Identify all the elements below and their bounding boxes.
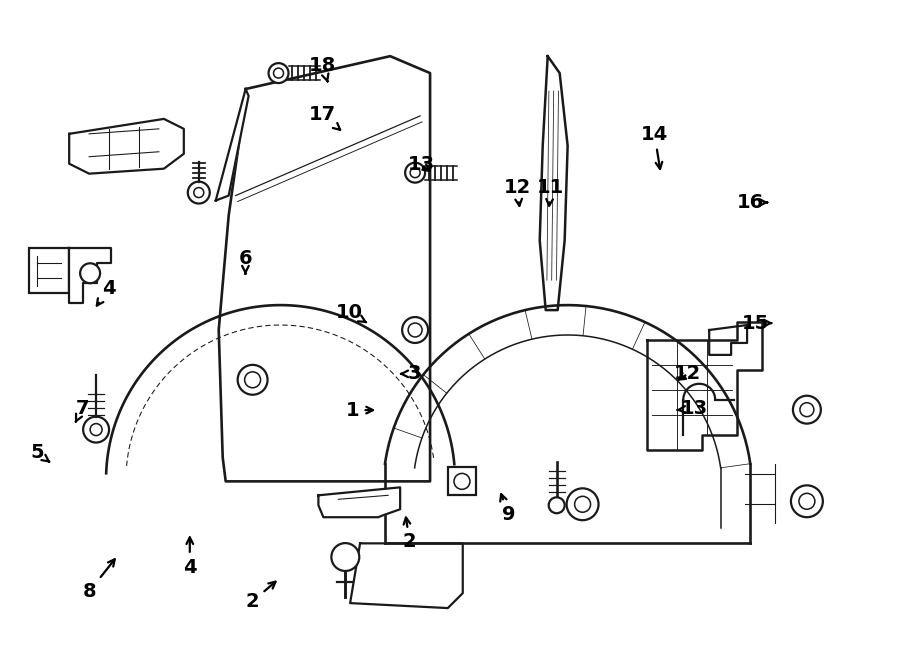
Text: 12: 12 bbox=[504, 178, 531, 206]
Polygon shape bbox=[219, 56, 430, 481]
Circle shape bbox=[799, 493, 815, 509]
Text: 2: 2 bbox=[403, 518, 417, 551]
Circle shape bbox=[83, 416, 109, 442]
Text: 15: 15 bbox=[742, 314, 771, 332]
Circle shape bbox=[454, 473, 470, 489]
Circle shape bbox=[549, 497, 564, 513]
Circle shape bbox=[567, 489, 598, 520]
Text: 8: 8 bbox=[83, 559, 115, 601]
Polygon shape bbox=[540, 56, 568, 310]
Text: 4: 4 bbox=[183, 538, 196, 577]
Circle shape bbox=[268, 63, 289, 83]
Circle shape bbox=[408, 323, 422, 337]
Text: 7: 7 bbox=[76, 399, 89, 422]
Polygon shape bbox=[69, 248, 111, 303]
Circle shape bbox=[331, 543, 359, 571]
Bar bbox=[30, 248, 69, 293]
Text: 9: 9 bbox=[500, 494, 515, 524]
Circle shape bbox=[793, 396, 821, 424]
Circle shape bbox=[194, 187, 203, 197]
Circle shape bbox=[800, 402, 814, 416]
Text: 6: 6 bbox=[238, 249, 252, 274]
Circle shape bbox=[402, 317, 428, 343]
Circle shape bbox=[188, 181, 210, 203]
Text: 16: 16 bbox=[737, 193, 767, 212]
Text: 12: 12 bbox=[674, 364, 701, 383]
Polygon shape bbox=[216, 89, 248, 201]
Polygon shape bbox=[350, 544, 463, 608]
Text: 2: 2 bbox=[246, 582, 275, 611]
Circle shape bbox=[80, 263, 100, 283]
Text: 10: 10 bbox=[336, 303, 366, 322]
Circle shape bbox=[90, 424, 102, 436]
Text: 11: 11 bbox=[537, 178, 564, 206]
Circle shape bbox=[405, 163, 425, 183]
Text: 14: 14 bbox=[641, 125, 668, 169]
Polygon shape bbox=[647, 322, 762, 449]
Circle shape bbox=[274, 68, 284, 78]
Polygon shape bbox=[319, 487, 400, 517]
Text: 3: 3 bbox=[401, 364, 421, 383]
Polygon shape bbox=[69, 119, 184, 173]
Bar bbox=[448, 467, 476, 495]
Text: 5: 5 bbox=[31, 444, 50, 463]
Text: 17: 17 bbox=[309, 105, 340, 130]
Text: 13: 13 bbox=[408, 156, 435, 174]
Text: 4: 4 bbox=[97, 279, 116, 306]
Circle shape bbox=[245, 372, 261, 388]
Circle shape bbox=[574, 496, 590, 512]
Circle shape bbox=[410, 167, 420, 177]
Text: 13: 13 bbox=[678, 399, 707, 418]
Circle shape bbox=[238, 365, 267, 395]
Text: 1: 1 bbox=[346, 401, 373, 420]
Text: 18: 18 bbox=[309, 56, 337, 81]
Circle shape bbox=[791, 485, 823, 517]
Polygon shape bbox=[709, 325, 747, 355]
